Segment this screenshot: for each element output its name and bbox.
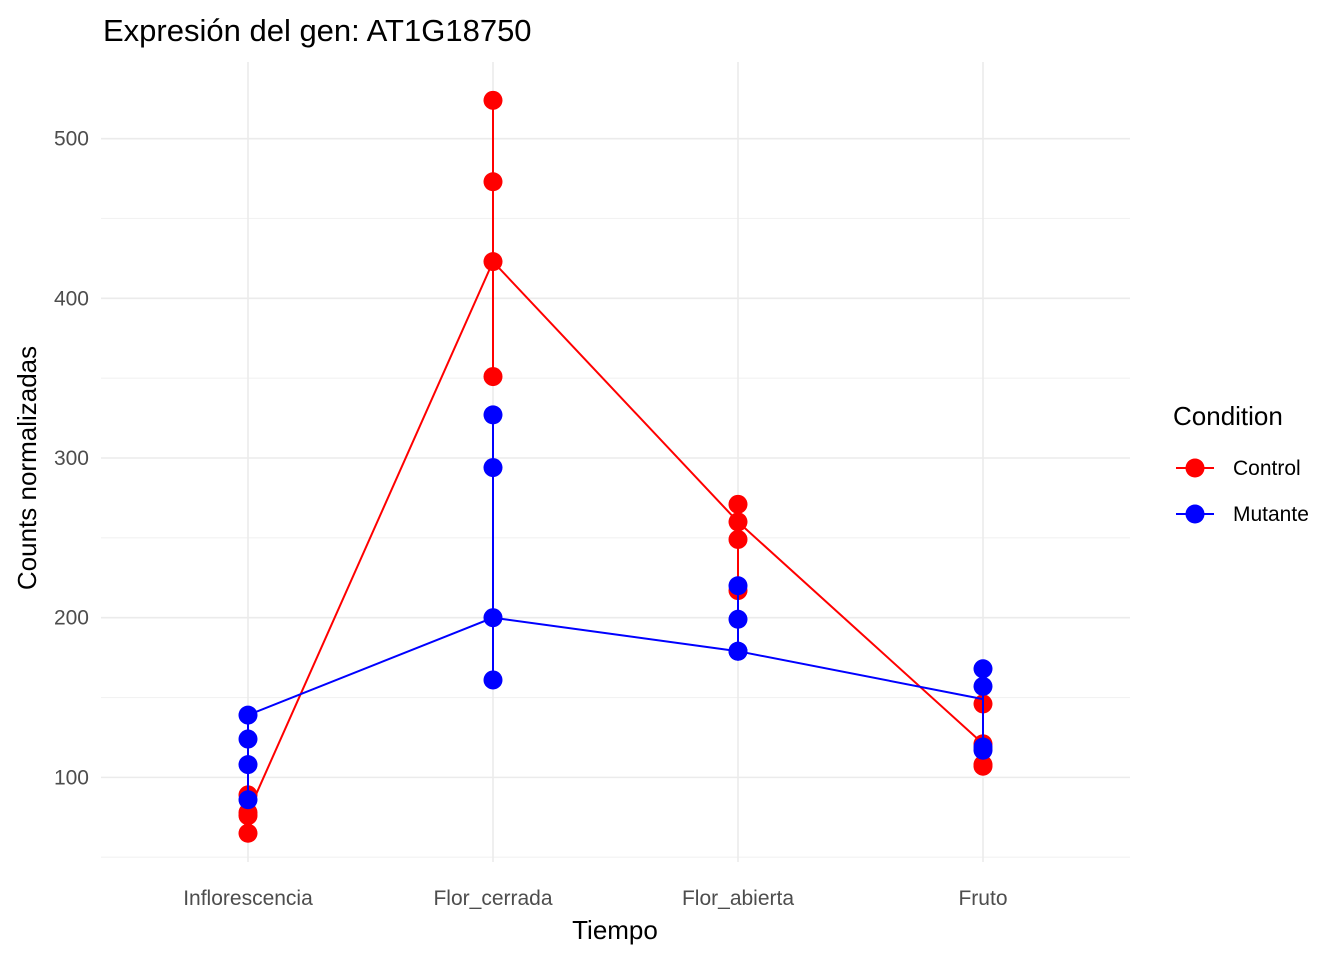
data-point bbox=[483, 367, 503, 387]
data-point bbox=[728, 529, 748, 549]
x-tick-label: Inflorescencia bbox=[183, 887, 313, 910]
data-point bbox=[973, 676, 993, 696]
legend-title: Condition bbox=[1173, 401, 1283, 431]
legend-label: Mutante bbox=[1233, 503, 1309, 526]
data-point bbox=[483, 405, 503, 425]
x-tick-label: Flor_cerrada bbox=[433, 887, 552, 910]
data-point bbox=[238, 790, 258, 810]
data-point bbox=[973, 755, 993, 775]
series-line bbox=[247, 259, 984, 813]
y-tick-label: 500 bbox=[54, 128, 89, 151]
legend-label: Control bbox=[1233, 457, 1301, 480]
data-point bbox=[483, 608, 503, 628]
axes: 100 200 300 400 500 Inflorescencia Flor_cerrad… bbox=[54, 128, 1008, 910]
series-line bbox=[247, 616, 984, 717]
y-tick-label: 400 bbox=[54, 287, 89, 310]
legend-key-point bbox=[1185, 504, 1205, 524]
data-point bbox=[483, 90, 503, 110]
data-point bbox=[238, 705, 258, 725]
data-point bbox=[728, 609, 748, 629]
data-point bbox=[483, 172, 503, 192]
legend-key-mutante bbox=[1176, 504, 1214, 524]
y-tick-label: 100 bbox=[54, 766, 89, 789]
x-axis-title: Tiempo bbox=[572, 915, 658, 945]
data-point bbox=[238, 823, 258, 843]
series-mutante bbox=[238, 405, 993, 810]
legend-key-control bbox=[1176, 458, 1214, 478]
data-point bbox=[483, 458, 503, 478]
data-point bbox=[973, 737, 993, 757]
data-point bbox=[238, 729, 258, 749]
data-point bbox=[483, 670, 503, 690]
data-point bbox=[728, 494, 748, 514]
y-tick-label: 200 bbox=[54, 607, 89, 630]
y-tick-label: 300 bbox=[54, 447, 89, 470]
x-tick-label: Fruto bbox=[958, 887, 1007, 910]
data-point bbox=[483, 252, 503, 272]
y-axis-title: Counts normalizadas bbox=[12, 346, 42, 590]
data-point bbox=[728, 641, 748, 661]
data-point bbox=[728, 512, 748, 532]
series-layer bbox=[238, 90, 993, 843]
chart-title: Expresión del gen: AT1G18750 bbox=[103, 13, 532, 48]
legend-key-point bbox=[1185, 458, 1205, 478]
data-point bbox=[728, 576, 748, 596]
data-point bbox=[238, 755, 258, 775]
data-point bbox=[973, 659, 993, 679]
legend: Condition Control Mutante bbox=[1173, 401, 1309, 526]
x-tick-label: Flor_abierta bbox=[682, 887, 794, 910]
series-control bbox=[238, 90, 993, 843]
